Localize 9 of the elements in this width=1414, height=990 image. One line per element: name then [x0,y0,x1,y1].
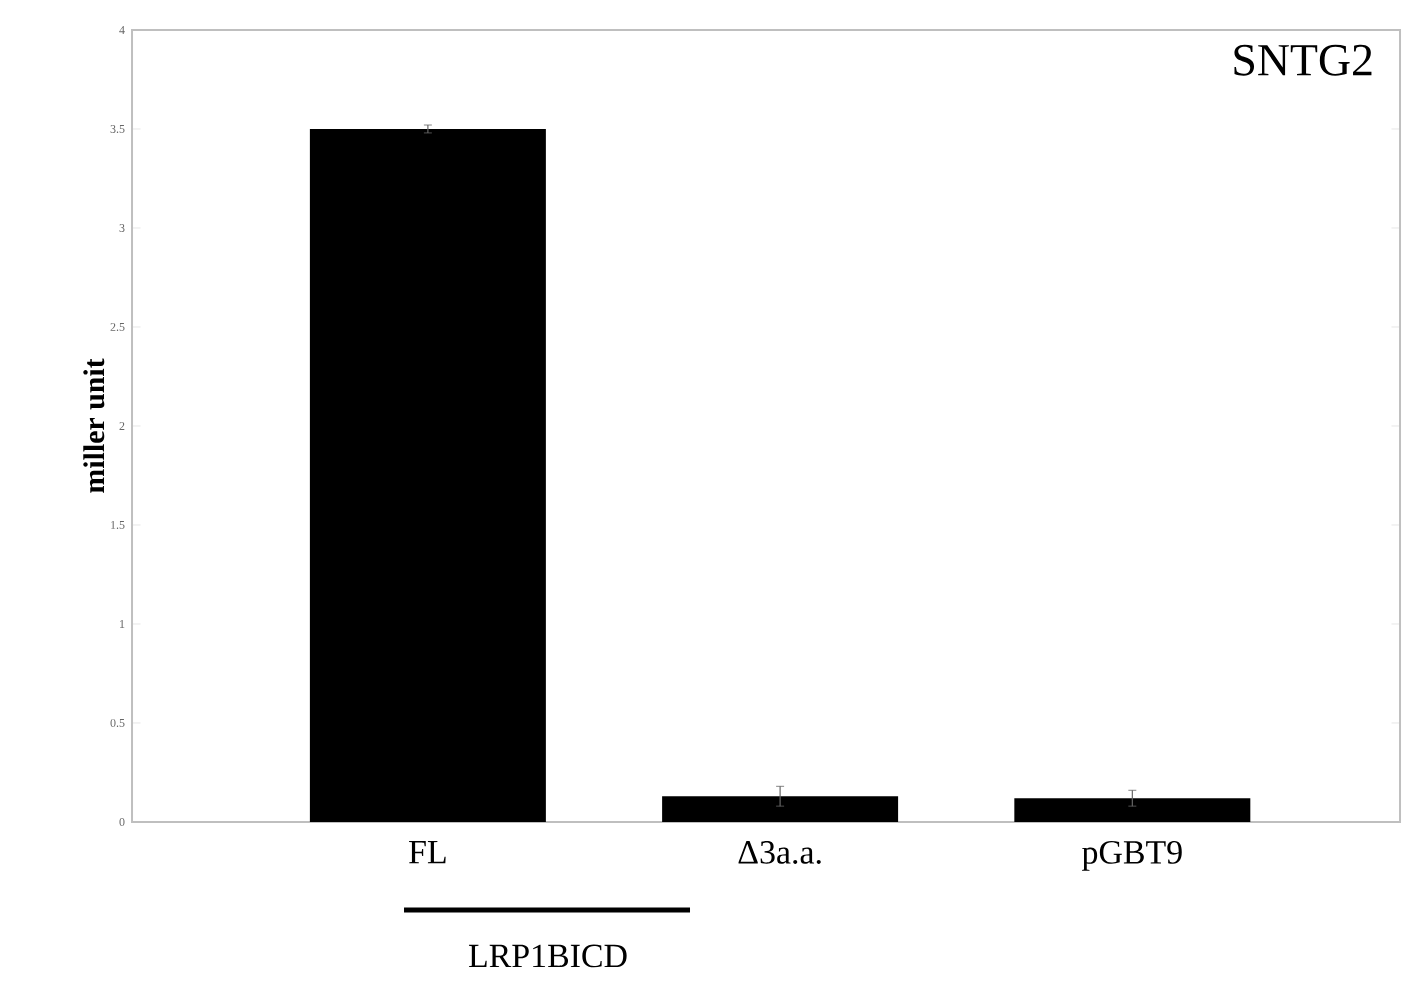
x-tick-label: FL [409,841,446,864]
chart-title: SNTG2 [1234,44,1372,76]
bar [662,796,899,822]
bar [1014,798,1251,822]
text: LRP1BICD [468,944,627,968]
x-tick-label: pGBT9 [1082,841,1182,871]
x-tick-label: Δ3a.a. [738,841,821,864]
bar [309,128,546,822]
y-axis-title: miller unit [83,358,105,493]
